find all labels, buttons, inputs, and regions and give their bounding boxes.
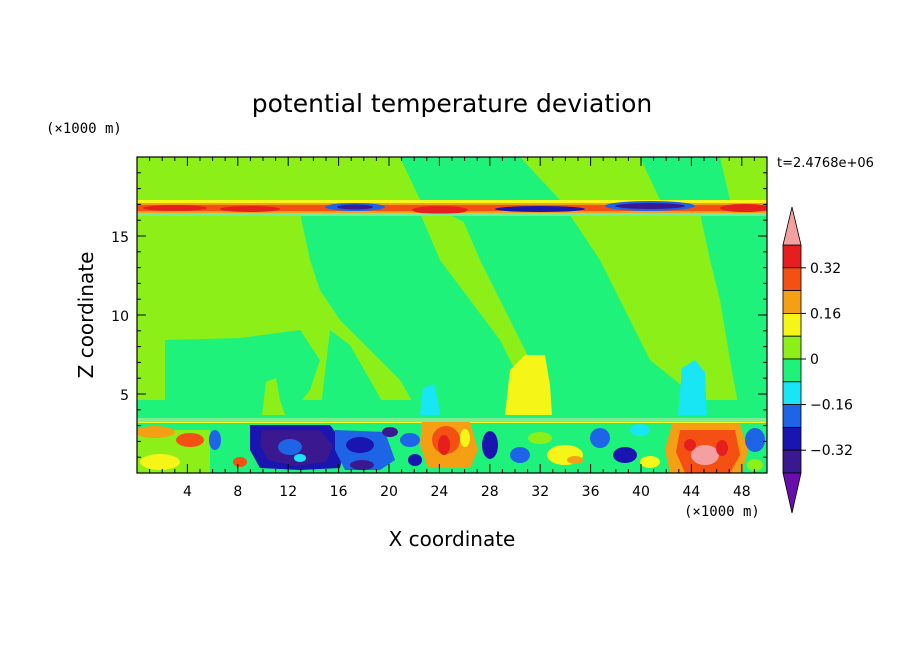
colorbar-segment <box>782 358 802 383</box>
colorbar-label: −0.16 <box>810 398 853 414</box>
colorbar-segment <box>782 267 802 291</box>
y-axis: 5 10 15 <box>111 172 767 458</box>
x-tick-label: 8 <box>233 484 242 500</box>
x-tick-label: 40 <box>632 484 650 500</box>
x-tick-label: 44 <box>682 484 700 500</box>
x-tick-label: 48 <box>733 484 751 500</box>
x-unit-label: (×1000 m) <box>684 504 760 520</box>
field-inversion-band <box>137 200 767 216</box>
x-axis: 4 8 12 16 20 24 28 32 36 40 44 48 <box>149 157 755 500</box>
plot-area <box>137 157 767 473</box>
chart-title: potential temperature deviation <box>252 89 652 118</box>
colorbar: 0.32 0.16 0 −0.16 −0.32 <box>782 206 853 514</box>
x-tick-label: 28 <box>481 484 499 500</box>
x-tick-label: 4 <box>183 484 192 500</box>
colorbar-label: 0.32 <box>810 261 841 277</box>
field-warm-plumes <box>262 355 707 415</box>
field-boundary-layer <box>137 418 767 473</box>
x-tick-label: 16 <box>330 484 348 500</box>
x-tick-label: 20 <box>380 484 398 500</box>
x-axis-label: X coordinate <box>389 527 516 551</box>
colorbar-extend-low <box>782 472 802 514</box>
x-tick-label: 36 <box>582 484 600 500</box>
y-tick-label: 15 <box>111 230 129 246</box>
colorbar-segment <box>782 449 802 474</box>
colorbar-segment <box>782 290 802 314</box>
colorbar-extend-high <box>782 206 802 246</box>
colorbar-segment <box>782 426 802 451</box>
y-unit-label: (×1000 m) <box>46 121 122 137</box>
x-tick-label: 12 <box>279 484 297 500</box>
colorbar-segment <box>782 381 802 405</box>
colorbar-segment <box>782 312 802 337</box>
colorbar-segment <box>782 244 802 269</box>
x-tick-label: 24 <box>430 484 448 500</box>
y-tick-label: 10 <box>111 309 129 325</box>
colorbar-label: 0 <box>810 352 819 368</box>
colorbar-segment <box>782 404 802 428</box>
y-tick-label: 5 <box>120 388 129 404</box>
colorbar-label: 0.16 <box>810 306 841 322</box>
x-tick-label: 32 <box>531 484 549 500</box>
colorbar-label: −0.32 <box>810 443 853 459</box>
colorbar-segment <box>782 335 802 360</box>
time-label: t=2.4768e+06 <box>777 156 874 171</box>
y-axis-label: Z coordinate <box>74 252 98 379</box>
